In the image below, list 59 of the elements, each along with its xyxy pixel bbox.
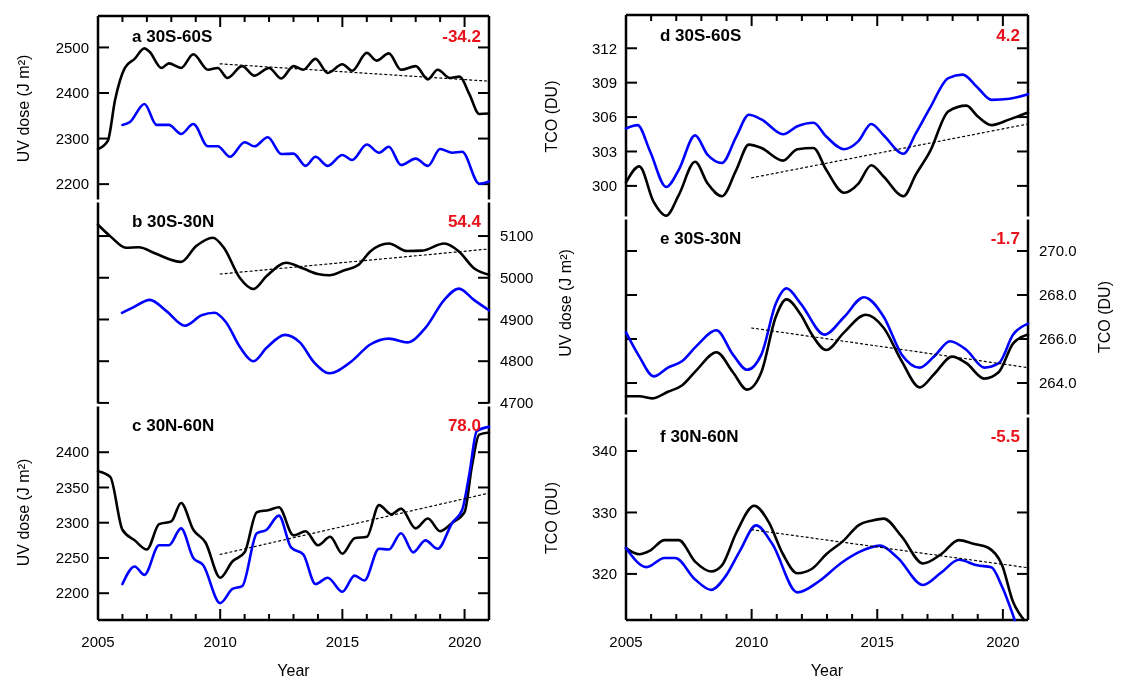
y2-tick-label: 266.0 [1039, 330, 1077, 348]
y2-tick-label: 270.0 [1039, 242, 1077, 260]
y2-tick-label: 4800 [500, 352, 534, 370]
text: a 30S-60S [132, 26, 213, 46]
x-axis-title: Year [810, 662, 844, 679]
y-tick-label: 2350 [55, 478, 89, 496]
annotation: -5.5 [990, 426, 1020, 446]
y-tick-label: 2400 [55, 443, 89, 461]
y2-tick-label: 268.0 [1039, 286, 1077, 304]
y2-tick-label: 264.0 [1039, 374, 1077, 392]
line-series [624, 73, 1030, 189]
y-tick-label: 309 [591, 73, 617, 91]
y-tick-label: 2400 [55, 84, 89, 102]
annotation: 78.0 [447, 415, 481, 435]
y2-tick-label: 5100 [500, 227, 534, 245]
y2-tick-label: 4700 [500, 394, 534, 412]
line-series [624, 524, 1016, 622]
y-tick-label: 2200 [55, 175, 89, 193]
text: f 30N-60N [660, 426, 739, 446]
x-tick-label: 2010 [734, 633, 769, 650]
y2-tick-label: 4900 [500, 310, 534, 328]
y2-tick-label: 5000 [500, 269, 534, 287]
y-tick-label: 303 [591, 142, 617, 160]
text: e 30S-30N [660, 228, 742, 248]
x-tick-label: 2005 [81, 633, 115, 650]
text: c 30N-60N [132, 415, 215, 435]
x-axis-title: Year [277, 662, 311, 679]
x-tick-label: 2015 [325, 633, 360, 650]
annotation: 54.4 [447, 211, 482, 231]
y-tick-label: 312 [591, 39, 617, 57]
y-tick-label: 2250 [55, 549, 89, 567]
y-tick-label: 2200 [55, 584, 89, 602]
annotation: -1.7 [990, 228, 1020, 248]
line-series [121, 102, 491, 185]
text: b 30S-30N [132, 211, 215, 231]
y-axis-title: UV dose (J m²) [14, 458, 32, 567]
y-tick-label: 340 [591, 442, 617, 460]
x-tick-label: 2010 [203, 633, 237, 650]
y-axis-title: TCO (DU) [542, 482, 560, 554]
text: d 30S-60S [660, 25, 742, 45]
annotation: 4.2 [996, 25, 1020, 45]
annotation: -34.2 [442, 26, 481, 46]
y-tick-label: 300 [591, 177, 617, 195]
line-series [120, 287, 491, 375]
x-tick-label: 2005 [609, 633, 643, 650]
y-tick-label: 306 [591, 108, 617, 126]
y2-axis-title: UV dose (J m²) [556, 249, 574, 357]
y-tick-label: 2300 [55, 129, 89, 147]
y2-axis-title: TCO (DU) [1095, 281, 1113, 353]
y-tick-label: 330 [591, 503, 617, 521]
x-tick-label: 2015 [860, 633, 894, 650]
y-axis-title: UV dose (J m²) [14, 54, 32, 163]
y-tick-label: 2500 [55, 38, 89, 56]
line-series [624, 287, 1030, 378]
x-tick-label: 2020 [447, 633, 482, 650]
y-tick-label: 2300 [55, 513, 89, 531]
y-tick-label: 320 [591, 565, 617, 583]
x-tick-label: 2020 [986, 633, 1020, 650]
y-axis-title: TCO (DU) [542, 80, 560, 153]
